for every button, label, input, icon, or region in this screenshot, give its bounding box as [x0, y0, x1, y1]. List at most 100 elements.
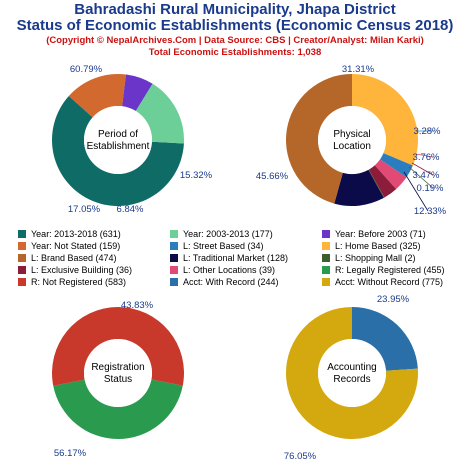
legend-swatch: [322, 242, 330, 250]
legend-swatch: [18, 266, 26, 274]
chart-title-line2: Status of Economic Establishments (Econo…: [16, 17, 454, 34]
legend-swatch: [170, 266, 178, 274]
legend-item: L: Traditional Market (128): [170, 253, 288, 265]
legend-swatch: [170, 254, 178, 262]
donut-center-label: Establishment: [87, 141, 150, 152]
percent-label: 3.76%: [413, 152, 440, 163]
legend-label: L: Traditional Market (128): [183, 253, 289, 263]
legend-item: Acct: Without Record (775): [322, 277, 443, 289]
donut-center-label: Period of: [98, 129, 138, 140]
slice-2-5: [368, 169, 385, 198]
chart-header: Bahradashi Rural Municipality, Jhapa Dis…: [0, 0, 470, 59]
legend-item: L: Other Locations (39): [170, 265, 275, 277]
leader-line: [408, 166, 434, 189]
legend-item: L: Exclusive Building (36): [18, 265, 132, 277]
donut-center-label: Physical: [333, 129, 370, 140]
chart-title-line1: Bahradashi Rural Municipality, Jhapa Dis…: [74, 1, 396, 18]
legend-swatch: [18, 254, 26, 262]
legend-swatch: [170, 278, 178, 286]
legend-item: R: Legally Registered (455): [322, 265, 445, 277]
legend-label: Year: 2013-2018 (631): [31, 229, 121, 239]
legend-label: L: Shopping Mall (2): [335, 253, 416, 263]
total-establishments: Total Economic Establishments: 1,038: [148, 47, 322, 58]
donut-hole: [84, 339, 152, 407]
legend-label: L: Home Based (325): [335, 241, 421, 251]
percent-label: 23.95%: [377, 294, 410, 305]
legend-label: L: Brand Based (474): [31, 253, 117, 263]
percent-label: 12.33%: [414, 206, 447, 217]
donut-center-label: Location: [333, 141, 371, 152]
slice-2-3: [374, 159, 407, 190]
slice-2-2: [380, 153, 413, 178]
donut-center-label: Accounting: [327, 362, 376, 373]
slice-1-1: [52, 95, 184, 207]
legend-item: L: Shopping Mall (2): [322, 253, 416, 265]
percent-label: 6.84%: [117, 204, 144, 215]
legend-item: Acct: With Record (244): [170, 277, 279, 289]
percent-label: 17.05%: [68, 204, 101, 215]
slice-3-2: [52, 307, 184, 386]
slice-2-7: [285, 74, 352, 204]
legend-swatch: [170, 230, 178, 238]
legend-swatch: [170, 242, 178, 250]
legend-item: Year: 2003-2013 (177): [170, 229, 273, 241]
legend-swatch: [322, 278, 330, 286]
legend-label: Acct: Without Record (775): [335, 277, 444, 287]
legend-item: Year: 2013-2018 (631): [18, 229, 121, 241]
percent-label: 0.19%: [417, 183, 444, 194]
legend-label: Year: Before 2003 (71): [335, 229, 426, 239]
legend-label: R: Not Registered (583): [31, 277, 127, 287]
slice-2-4: [368, 165, 397, 198]
percent-label: 60.79%: [70, 64, 103, 75]
legend-label: Year: Not Stated (159): [31, 241, 121, 251]
percent-label: 76.05%: [284, 451, 317, 462]
legend-item: R: Not Registered (583): [18, 277, 126, 289]
slice-1-2: [68, 74, 127, 118]
copyright-line: (Copyright © NepalArchives.Com | Data So…: [46, 35, 424, 46]
leader-line: [403, 171, 429, 212]
percent-label: 15.32%: [180, 170, 213, 181]
legend-label: Year: 2003-2013 (177): [183, 229, 273, 239]
donut-hole: [318, 339, 386, 407]
legend-label: Acct: With Record (244): [183, 277, 279, 287]
slice-1-3: [122, 74, 153, 112]
legend-item: L: Street Based (34): [170, 241, 264, 253]
legend-swatch: [18, 278, 26, 286]
legend-label: R: Legally Registered (455): [335, 265, 445, 275]
legend-item: L: Brand Based (474): [18, 253, 117, 265]
slice-4-1: [352, 307, 418, 371]
legend-swatch: [322, 266, 330, 274]
donut-hole: [84, 106, 152, 174]
legend-swatch: [18, 242, 26, 250]
legend-swatch: [18, 230, 26, 238]
legend-label: L: Other Locations (39): [183, 265, 276, 275]
percent-label: 3.28%: [414, 126, 441, 137]
slice-3-1: [53, 379, 183, 440]
legend-label: L: Street Based (34): [183, 241, 264, 251]
legend-swatch: [322, 230, 330, 238]
percent-label: 45.66%: [256, 171, 289, 182]
legend-item: Year: Not Stated (159): [18, 241, 120, 253]
leader-line: [411, 162, 434, 176]
slice-4-2: [286, 307, 418, 440]
legend-item: Year: Before 2003 (71): [322, 229, 426, 241]
legend-item: L: Home Based (325): [322, 241, 421, 253]
percent-label: 56.17%: [54, 448, 87, 459]
legend-swatch: [322, 254, 330, 262]
slice-2-6: [334, 169, 384, 206]
percent-label: 31.31%: [342, 64, 375, 75]
donut-center-label: Status: [104, 374, 132, 385]
percent-label: 3.47%: [413, 170, 440, 181]
legend-label: L: Exclusive Building (36): [31, 265, 133, 275]
slice-1-4: [135, 83, 184, 144]
donut-center-label: Records: [333, 374, 370, 385]
donut-center-label: Registration: [91, 362, 144, 373]
donut-hole: [318, 106, 386, 174]
percent-label: 43.83%: [121, 300, 154, 311]
leader-line: [415, 153, 434, 158]
